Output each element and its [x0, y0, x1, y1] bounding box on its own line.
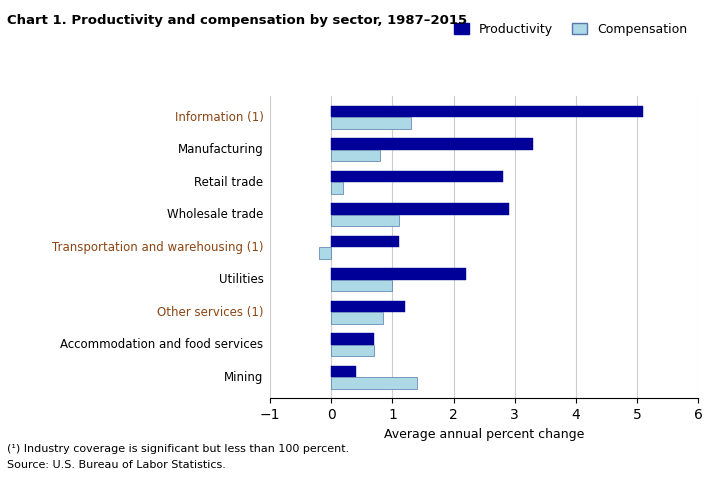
Bar	[331, 171, 503, 182]
Text: Chart 1. Productivity and compensation by sector, 1987–2015: Chart 1. Productivity and compensation b…	[7, 14, 467, 27]
Bar	[331, 268, 466, 280]
X-axis label: Average annual percent change: Average annual percent change	[384, 428, 585, 441]
Bar	[331, 301, 405, 312]
Text: Source: U.S. Bureau of Labor Statistics.: Source: U.S. Bureau of Labor Statistics.	[7, 460, 226, 470]
Text: Information (1): Information (1)	[175, 110, 264, 124]
Text: Wholesale trade: Wholesale trade	[167, 208, 264, 221]
Text: (¹) Industry coverage is significant but less than 100 percent.: (¹) Industry coverage is significant but…	[7, 444, 349, 454]
Text: Transportation and warehousing (1): Transportation and warehousing (1)	[52, 240, 264, 254]
Bar	[331, 312, 383, 324]
Text: Accommodation and food services: Accommodation and food services	[60, 338, 264, 351]
Bar	[331, 150, 380, 161]
Text: Manufacturing: Manufacturing	[178, 143, 264, 156]
Bar	[331, 236, 399, 247]
Bar	[331, 366, 356, 377]
Bar	[331, 117, 410, 129]
Legend: Productivity, Compensation: Productivity, Compensation	[449, 18, 692, 41]
Text: Utilities: Utilities	[219, 273, 264, 286]
Bar	[331, 182, 343, 193]
Bar	[331, 334, 374, 345]
Bar	[331, 138, 533, 150]
Text: Retail trade: Retail trade	[194, 176, 264, 189]
Bar	[331, 345, 374, 356]
Bar	[331, 106, 644, 117]
Text: Other services (1): Other services (1)	[157, 306, 264, 319]
Bar	[331, 215, 399, 226]
Bar	[319, 247, 331, 259]
Bar	[331, 204, 508, 215]
Bar	[331, 377, 417, 389]
Bar	[331, 280, 392, 291]
Text: Mining: Mining	[224, 371, 264, 384]
